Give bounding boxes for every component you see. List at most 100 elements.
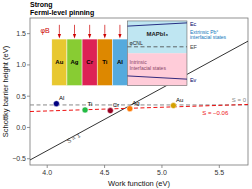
text-line: 1.0 <box>16 61 26 68</box>
energy-level-label: EF <box>190 44 198 50</box>
y-tick-label: −0.5 <box>12 155 26 162</box>
y-tick-label: 1.0 <box>16 61 26 68</box>
line-label: S = 1 <box>66 132 82 144</box>
barrier-arrow <box>89 25 90 34</box>
text-line: Ec <box>190 21 197 27</box>
text-line: Cr <box>86 59 93 65</box>
plot-frame <box>30 18 248 165</box>
metal-block <box>82 39 97 86</box>
energy-level-label: Ec <box>190 21 197 27</box>
chart: StrongFermi-level pinning 4.0 4.5 5.0 5.5 −0.… <box>0 0 252 189</box>
text-line: 4.0 <box>42 169 52 176</box>
metal-block <box>112 39 127 86</box>
text-line: 5.5 <box>214 169 224 176</box>
text-line: Work function (eV) <box>108 179 170 188</box>
y-tick <box>27 127 30 128</box>
plot-marks <box>30 41 248 160</box>
region-label: IntrinsicInterfacial states <box>129 59 166 71</box>
text-line: MAPbI₃ <box>146 31 168 37</box>
x-tick <box>104 165 105 168</box>
title: StrongFermi-level pinning <box>30 1 94 17</box>
text-line: Ag <box>132 100 139 106</box>
barrier-arrow <box>119 25 120 34</box>
text-line: 4.5 <box>100 169 110 176</box>
text-line: S = 1 <box>66 132 82 144</box>
barrier-arrow <box>104 25 105 34</box>
text-line: Al <box>117 59 123 65</box>
metal-label: Al <box>117 59 123 65</box>
text-line: −0.5 <box>12 155 26 162</box>
y-tick-label: 1.5 <box>16 30 26 37</box>
x-tick <box>161 165 162 168</box>
annotations: S = 1 S = 0 S = −0.06 Au Ag Cr Ti Al <box>59 95 247 144</box>
barrier-arrowhead <box>118 34 121 39</box>
energy-level <box>127 23 186 26</box>
point <box>53 101 59 107</box>
barrier-arrowhead <box>103 34 106 39</box>
barrier-arrowhead <box>88 34 91 39</box>
x-tick-label: 5.0 <box>157 169 167 176</box>
metal-label: Ti <box>102 59 108 65</box>
text-line: Ag <box>71 59 79 65</box>
point-label: Ti <box>88 101 93 107</box>
reference-line <box>30 41 248 160</box>
barrier-label: φB <box>41 27 51 35</box>
text-line: Au <box>55 59 63 65</box>
x-tick-label: 4.0 <box>42 169 52 176</box>
y-tick-label: 0.0 <box>16 124 26 131</box>
x-tick-label: 5.5 <box>214 169 224 176</box>
x-tick <box>47 165 48 168</box>
text-line: interfacial states <box>190 34 227 40</box>
point <box>127 106 133 112</box>
metal-label: Au <box>55 59 63 65</box>
energy-level <box>127 76 186 79</box>
text-line: 0.5 <box>16 93 26 100</box>
text-line: Ev <box>190 77 197 83</box>
line-label: S = −0.06 <box>202 110 229 116</box>
text-line: Interfacial states <box>129 65 166 71</box>
region-label: Extrinsic Pb°interfacial states <box>190 29 227 41</box>
semiconductor-label: MAPbI₃ <box>146 31 168 37</box>
point <box>82 107 88 113</box>
y-tick <box>27 64 30 65</box>
barrier-arrow <box>74 25 75 34</box>
text-line: Al <box>59 95 64 101</box>
metal-label: Cr <box>86 59 93 65</box>
text-line: Fermi-level pinning <box>30 9 94 17</box>
intrinsic-region <box>127 53 186 85</box>
x-axis-label: Work function (eV) <box>108 179 170 188</box>
text-line: φCNL <box>129 40 142 46</box>
x-tick-label: 4.5 <box>100 169 110 176</box>
metal-block <box>97 39 112 86</box>
inset-background <box>52 21 187 86</box>
point-label: Al <box>59 95 64 101</box>
text-line: Ti <box>102 59 108 65</box>
text-line: Cr <box>113 102 119 108</box>
x-tick <box>219 165 220 168</box>
barrier-arrow <box>59 25 60 34</box>
text-line: 0.0 <box>16 124 26 131</box>
line-label: S = 0 <box>232 97 247 103</box>
point <box>170 103 176 109</box>
barrier-arrowhead <box>58 34 61 39</box>
text-line: Ti <box>88 101 93 107</box>
semiconductor-box <box>127 21 186 86</box>
metal-label: Ag <box>71 59 79 65</box>
y-tick-label: 0.5 <box>16 93 26 100</box>
metal-block <box>67 39 82 86</box>
text-line: 1.5 <box>16 30 26 37</box>
point-label: Cr <box>113 102 119 108</box>
y-axis-label: Schottky barrier height (eV) <box>1 45 10 137</box>
energy-level <box>127 46 186 47</box>
text-line: Schottky barrier height (eV) <box>1 45 10 137</box>
text-line: S = 0 <box>232 97 247 103</box>
cnl-label: φCNL <box>129 40 142 46</box>
point-label: Au <box>176 97 183 103</box>
y-tick <box>27 96 30 97</box>
text-line: Strong <box>30 1 53 9</box>
text-line: φB <box>41 27 51 35</box>
point <box>107 108 113 114</box>
point-label: Ag <box>132 100 139 106</box>
text-line: S = −0.06 <box>202 110 229 116</box>
y-tick <box>27 158 30 159</box>
